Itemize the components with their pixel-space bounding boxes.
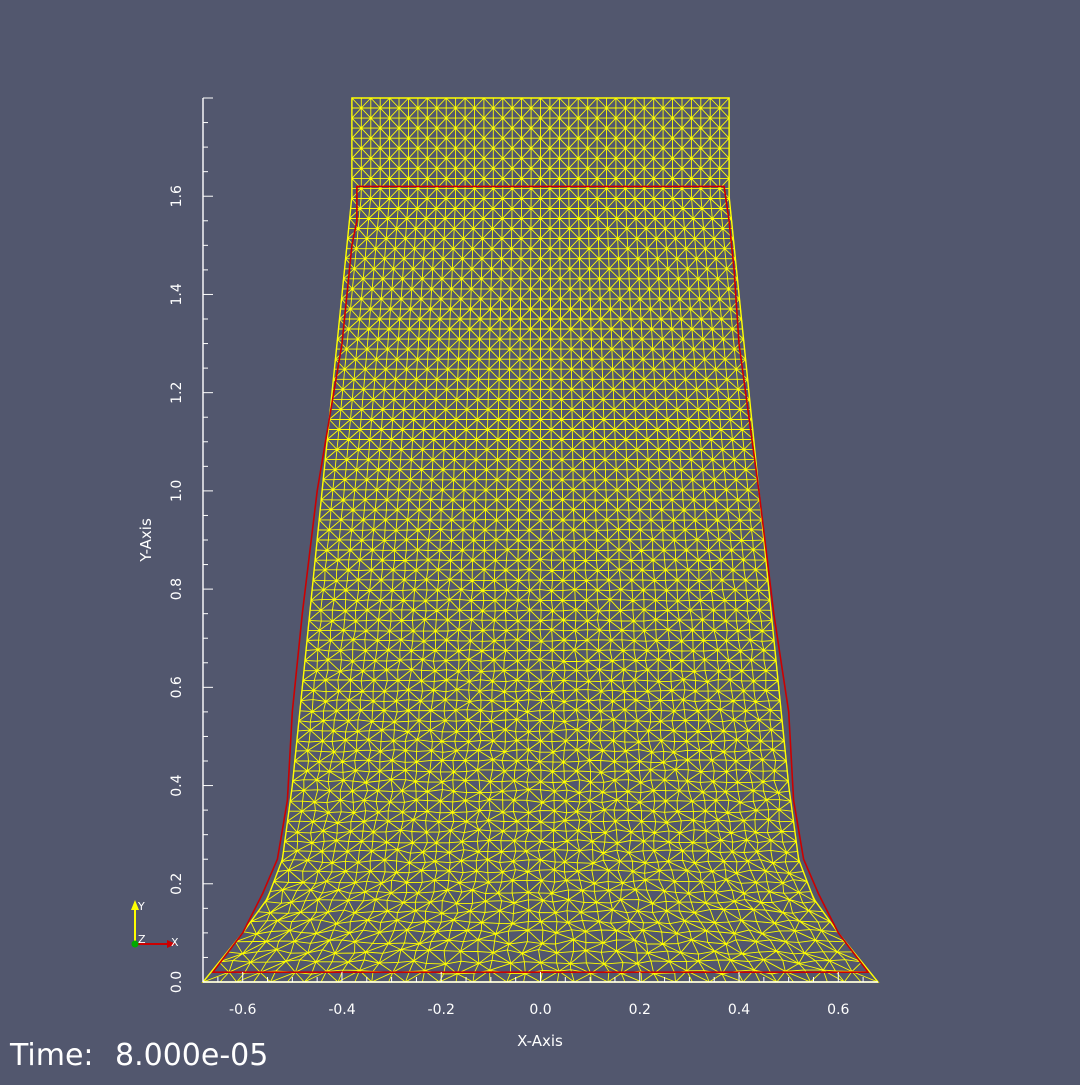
x-tick-label: 0.6 [827,1002,849,1018]
x-tick-label: 0.2 [629,1002,651,1018]
x-tick-label: 0.0 [529,1002,551,1018]
orientation-x-label: X [171,936,179,949]
y-tick-label: 1.6 [169,185,185,207]
y-axis-title: Y-Axis [137,518,155,563]
mesh-wireframe [202,97,879,983]
y-tick-label: 0.6 [169,676,185,698]
orientation-y-arrowhead [131,900,139,910]
orientation-x-arrowhead [167,940,176,948]
y-tick-label: 0.2 [169,873,185,895]
red-outline [211,185,870,974]
y-tick-label: 0.0 [169,971,185,993]
axes-layer: 0.0 0.2 0.4 0.6 0.8 1.0 1.2 1.4 1.6 -0.6 -0.4 -0.2 0… [137,97,878,1050]
x-tick-label: 0.4 [728,1002,750,1018]
outline-layer [211,185,870,974]
orientation-y-label: Y [137,900,145,913]
time-readout: Time: 8.000e-05 [10,1036,268,1076]
y-tick-label: 1.4 [169,283,185,305]
x-tick-label: -0.2 [428,1002,455,1018]
y-tick-label: 0.8 [169,578,185,600]
orientation-axes[interactable]: Y Z X [131,900,179,949]
x-axis-title: X-Axis [517,1032,563,1050]
x-tick-label: -0.6 [229,1002,256,1018]
time-value: 8.000e-05 [115,1038,269,1073]
y-tick-label: 0.4 [169,774,185,796]
mesh-layer [201,97,880,983]
time-label: Time: [10,1038,94,1073]
x-tick-label: -0.4 [328,1002,355,1018]
orientation-z-label: Z [138,933,146,946]
y-tick-label: 1.2 [169,382,185,404]
orientation-z-dot [131,940,139,948]
y-tick-label: 1.0 [169,480,185,502]
